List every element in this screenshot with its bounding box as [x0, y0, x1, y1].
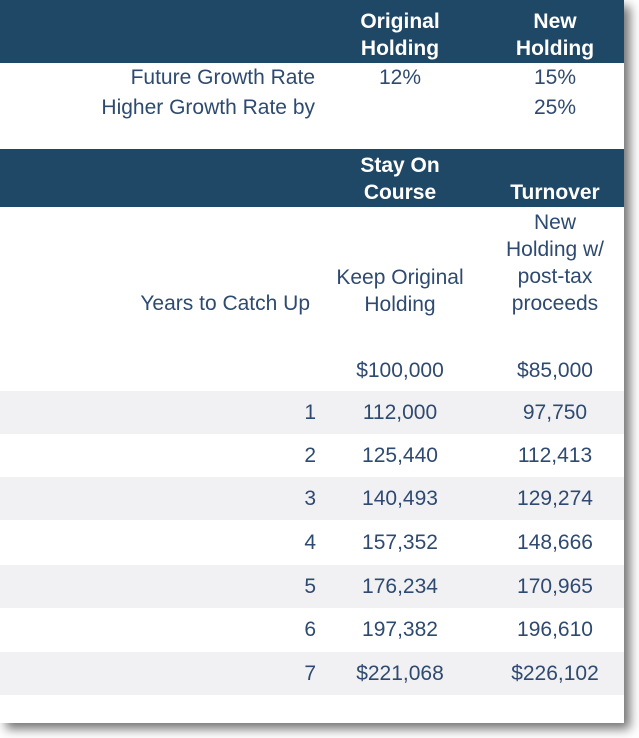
- row-keep-value: 112,000: [362, 401, 438, 424]
- start-value-new: $85,000: [517, 359, 593, 382]
- new-label-line: New: [533, 211, 576, 234]
- table-row: 4 157,352 148,666: [0, 521, 624, 564]
- header-bar-top: Original Holding New Holding: [0, 0, 624, 63]
- table-row: 6 197,382 196,610: [0, 608, 624, 651]
- table-row: 3 140,493 129,274: [0, 477, 624, 520]
- growth-rate-original: 12%: [378, 66, 422, 89]
- keep-label-line: Holding: [364, 293, 436, 316]
- new-label-line: proceeds: [511, 292, 599, 315]
- row-keep-value: $221,068: [356, 662, 444, 685]
- years-to-catch-up-label: Years to Catch Up: [140, 292, 310, 315]
- row-keep-value: 125,440: [362, 444, 438, 467]
- keep-original-holding-label: Keep Original Holding: [320, 265, 480, 319]
- header-stay-on-course: Stay On Course: [340, 152, 460, 206]
- header-original-holding: Original Holding: [340, 8, 460, 62]
- row-new-value: $226,102: [511, 662, 599, 685]
- header-turnover: Turnover: [510, 181, 600, 204]
- row-year: 3: [304, 487, 316, 510]
- row-new-value: 97,750: [522, 401, 588, 424]
- header-original-line: Original Holding: [360, 10, 440, 60]
- row-keep-value: 197,382: [362, 618, 438, 641]
- table-row: 7 $221,068 $226,102: [0, 652, 624, 695]
- row-year: 4: [304, 531, 316, 554]
- header-new-line: New Holding: [515, 10, 595, 60]
- table-row: 5 176,234 170,965: [0, 565, 624, 608]
- row-new-value: 196,610: [517, 618, 593, 641]
- table-row: 1 112,000 97,750: [0, 391, 624, 434]
- row-new-value: 129,274: [517, 487, 593, 510]
- comparison-table: Original Holding New Holding Future Grow…: [0, 0, 624, 695]
- row-keep-value: 140,493: [362, 487, 438, 510]
- row-keep-value: 157,352: [362, 531, 438, 554]
- row-year: 5: [304, 575, 316, 598]
- new-holding-post-tax-label: New Holding w/ post-tax proceeds: [490, 210, 620, 318]
- header-bar-mid: Stay On Course Turnover: [0, 149, 624, 207]
- higher-growth-rate-label: Higher Growth Rate by: [101, 96, 315, 119]
- table-row: 2 125,440 112,413: [0, 434, 624, 477]
- new-label-line: post-tax: [517, 265, 593, 288]
- row-year: 6: [304, 618, 316, 641]
- row-new-value: 170,965: [517, 575, 593, 598]
- future-growth-rate-label: Future Growth Rate: [130, 66, 315, 89]
- row-new-value: 112,413: [517, 444, 593, 467]
- row-keep-value: 176,234: [362, 575, 438, 598]
- row-year: 2: [304, 444, 316, 467]
- header-new-holding: New Holding: [490, 8, 620, 62]
- row-year: 7: [304, 662, 316, 685]
- keep-label-line: Keep Original: [336, 266, 464, 289]
- row-year: 1: [304, 401, 316, 424]
- growth-rate-new: 15%: [533, 66, 577, 89]
- start-value-keep: $100,000: [356, 359, 444, 382]
- header-stay-line: Stay On Course: [360, 154, 440, 204]
- row-new-value: 148,666: [517, 531, 593, 554]
- higher-growth-rate-value: 25%: [533, 96, 577, 119]
- new-label-line: Holding w/: [505, 238, 605, 261]
